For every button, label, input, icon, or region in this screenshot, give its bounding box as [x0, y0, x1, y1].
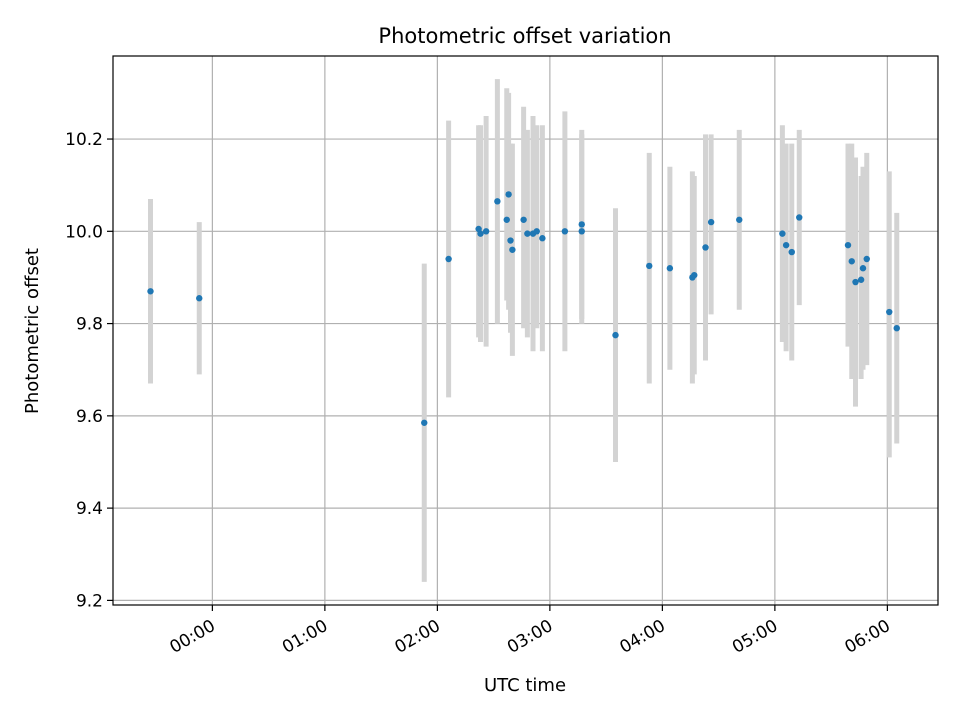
data-point: [421, 419, 428, 426]
data-points: [147, 191, 900, 426]
x-axis-label: UTC time: [484, 675, 566, 696]
data-point: [539, 235, 546, 242]
y-axis-ticks: 9.2 9.4 9.6 9.8 10.0 10.2: [65, 130, 113, 611]
data-point: [779, 230, 786, 237]
data-point: [893, 324, 900, 332]
x-tick-label: 04:00: [616, 616, 668, 658]
y-tick-label: 9.8: [76, 315, 103, 335]
data-point: [533, 228, 540, 235]
data-point: [691, 271, 698, 279]
data-point: [844, 241, 852, 249]
data-point: [147, 288, 154, 295]
data-point: [612, 331, 619, 339]
data-point: [520, 216, 527, 223]
data-point: [886, 308, 893, 316]
y-tick-label: 9.6: [76, 407, 103, 427]
data-point: [445, 255, 452, 263]
x-tick-label: 02:00: [391, 616, 443, 658]
error-bars: [148, 79, 900, 582]
data-point: [503, 216, 510, 223]
data-point: [702, 244, 709, 251]
data-point: [859, 265, 867, 272]
data-point: [196, 295, 203, 302]
plot-frame: [112, 55, 939, 606]
x-axis-ticks: 00:00 01:00 02:00 03:00 04:00 05:00 06:00: [166, 605, 894, 658]
x-tick-label: 05:00: [729, 616, 781, 658]
data-point: [507, 237, 514, 244]
data-point: [707, 218, 715, 226]
data-point: [782, 241, 790, 249]
x-tick-label: 06:00: [841, 616, 893, 658]
data-point: [505, 191, 512, 198]
data-point: [494, 198, 501, 205]
chart-title: Photometric offset variation: [378, 24, 671, 48]
data-point: [857, 276, 865, 283]
data-point: [561, 228, 569, 235]
data-point: [477, 230, 484, 237]
y-tick-label: 9.4: [76, 499, 103, 519]
data-point: [848, 258, 855, 265]
data-point: [796, 214, 803, 221]
data-point: [788, 248, 795, 256]
data-point: [482, 228, 490, 235]
data-point: [646, 262, 653, 270]
data-point: [852, 278, 859, 286]
x-tick-label: 00:00: [166, 616, 218, 658]
data-point: [509, 246, 516, 253]
y-tick-label: 9.2: [76, 591, 103, 611]
data-point: [736, 216, 743, 223]
y-axis-label: Photometric offset: [22, 248, 43, 414]
data-point: [666, 265, 674, 272]
y-tick-label: 10.0: [65, 222, 103, 242]
data-point: [578, 221, 585, 228]
x-tick-label: 01:00: [279, 616, 331, 658]
data-point: [863, 255, 870, 263]
data-point: [578, 228, 585, 235]
data-point: [524, 230, 531, 237]
x-tick-label: 03:00: [504, 616, 556, 658]
y-tick-label: 10.2: [65, 130, 103, 150]
